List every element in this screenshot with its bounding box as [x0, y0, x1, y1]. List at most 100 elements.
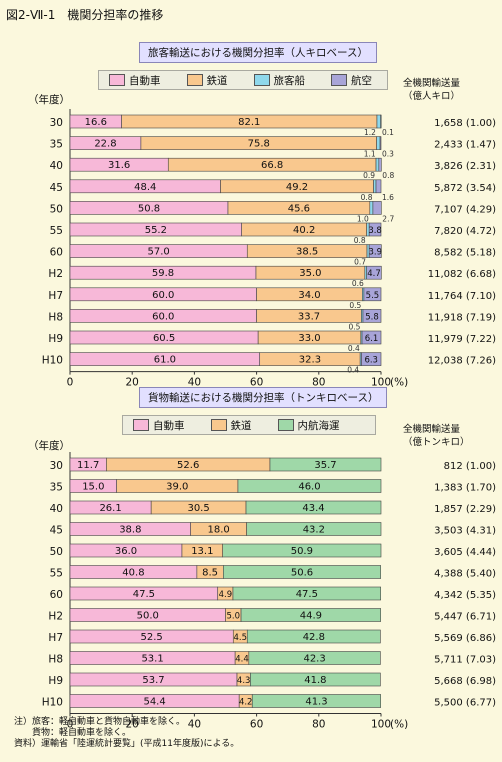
- data-label-car: 22.8: [94, 139, 116, 150]
- bar-coastal-shipping: [246, 522, 382, 536]
- data-label-car: 57.0: [148, 247, 170, 258]
- data-label-air: 0.1: [382, 128, 394, 137]
- data-label-passenger-ship: 0.9: [363, 171, 375, 180]
- legend-swatch: [109, 74, 125, 86]
- footnote-line: 貨物：軽自動車を除く。: [14, 728, 132, 738]
- data-label-air: 5.5: [366, 291, 380, 301]
- legend-item-air: 航空: [331, 73, 372, 88]
- category-label: 55: [50, 225, 63, 237]
- data-label-rail: 33.7: [298, 311, 320, 322]
- total-value: 1,857 (2.29): [434, 504, 496, 515]
- data-label-passenger-ship: 0.7: [354, 258, 366, 267]
- total-value: 4,388 (5.40): [434, 569, 496, 580]
- category-label: 45: [50, 182, 63, 194]
- bar-air: [362, 309, 382, 323]
- bar-coastal-shipping: [232, 586, 381, 601]
- data-label-car: 31.6: [108, 160, 130, 171]
- category-label: H7: [48, 290, 63, 302]
- freight-chart-title: 貨物輸送における機関分担率（トンキロベース）: [139, 387, 388, 408]
- x-tick-label: 100: [371, 377, 391, 389]
- data-label-air: 0.3: [382, 150, 394, 159]
- data-label-rail: 4.4: [235, 655, 249, 665]
- total-value: 11,082 (6.68): [428, 269, 496, 280]
- x-axis-unit: (%): [390, 377, 408, 389]
- category-label: 40: [50, 503, 63, 515]
- data-label-rail: 35.0: [299, 268, 321, 279]
- bar-coastal-shipping: [246, 629, 381, 644]
- data-label-coastal-shipping: 43.4: [302, 503, 324, 514]
- data-label-air: 3.9: [368, 248, 382, 258]
- legend-item-coastal-shipping: 内航海運: [277, 418, 340, 433]
- data-label-car: 16.6: [85, 117, 107, 128]
- category-label: H7: [48, 632, 63, 644]
- total-value: 11,918 (7.19): [428, 312, 496, 323]
- x-tick-label: 20: [126, 377, 139, 389]
- data-label-coastal-shipping: 41.3: [305, 697, 327, 708]
- data-label-air: 3.8: [368, 226, 382, 236]
- bar-passenger-ship: [369, 201, 374, 215]
- x-tick-label: 20: [126, 719, 139, 731]
- total-header: 全機関輸送量: [403, 77, 461, 89]
- data-label-rail: 45.6: [288, 203, 310, 214]
- category-label: 60: [50, 247, 63, 259]
- data-label-coastal-shipping: 41.8: [304, 675, 326, 686]
- category-label: 30: [50, 460, 63, 472]
- total-value: 5,711 (7.03): [434, 655, 496, 666]
- data-label-rail: 8.5: [202, 568, 218, 579]
- bar-air: [372, 201, 382, 215]
- category-label: 60: [50, 589, 63, 601]
- data-label-air: 6.3: [364, 356, 378, 366]
- total-header: 全機関輸送量: [403, 423, 461, 435]
- data-label-rail: 32.3: [299, 355, 321, 366]
- category-label: 35: [50, 139, 63, 151]
- category-label: H8: [48, 654, 63, 666]
- category-label: 40: [50, 160, 63, 172]
- category-label: 35: [50, 482, 63, 494]
- data-label-rail: 75.8: [248, 139, 270, 150]
- category-label: H9: [48, 675, 63, 687]
- data-label-car: 60.0: [152, 290, 174, 301]
- data-label-car: 59.8: [152, 268, 174, 279]
- data-label-car: 40.8: [122, 568, 144, 579]
- data-label-car: 61.0: [154, 355, 176, 366]
- data-label-rail: 4.2: [239, 698, 253, 708]
- data-label-passenger-ship: 1.2: [364, 128, 376, 137]
- x-tick-label: 40: [188, 377, 201, 389]
- total-value: 2,433 (1.47): [434, 140, 496, 151]
- bar-passenger-ship: [375, 157, 380, 172]
- data-label-car: 47.5: [133, 589, 155, 600]
- data-label-rail: 4.9: [219, 590, 233, 600]
- total-value: 12,038 (7.26): [428, 356, 496, 367]
- x-tick-label: 80: [312, 377, 325, 389]
- bar-air: [378, 157, 382, 172]
- legend-item-rail: 鉄道: [186, 73, 228, 88]
- data-label-car: 54.4: [143, 697, 165, 708]
- data-label-rail: 5.0: [227, 612, 241, 622]
- data-label-coastal-shipping: 50.9: [291, 546, 313, 557]
- legend-label: 旅客船: [273, 74, 306, 87]
- legend-label: 自動車: [153, 419, 185, 432]
- category-label: 55: [50, 568, 63, 580]
- total-value: 812 (1.00): [444, 461, 496, 472]
- data-label-air: 6.1: [365, 334, 379, 344]
- legend-swatch: [210, 419, 227, 431]
- legend-swatch: [186, 74, 203, 86]
- data-label-rail: 4.5: [234, 633, 248, 643]
- data-label-coastal-shipping: 46.0: [298, 482, 320, 493]
- footnotes: 注）旅客：軽自動車と貨物自動車を除く。 貨物：軽自動車を除く。 資料）運輸省「陸…: [14, 717, 239, 750]
- total-value: 8,582 (5.18): [434, 248, 496, 259]
- data-label-car: 11.7: [77, 460, 99, 471]
- bar-coastal-shipping: [269, 457, 382, 472]
- total-value: 7,107 (4.29): [434, 204, 496, 215]
- bar-coastal-shipping: [223, 565, 381, 579]
- data-label-air: 4.7: [367, 269, 381, 279]
- total-value: 3,605 (4.44): [434, 547, 496, 558]
- category-label: H9: [48, 333, 63, 345]
- x-tick-label: 80: [312, 719, 325, 731]
- footnote-line: 注）旅客：軽自動車と貨物自動車を除く。: [14, 717, 186, 727]
- bar-coastal-shipping: [250, 672, 381, 687]
- data-label-rail: 52.6: [177, 460, 199, 471]
- total-value: 4,342 (5.35): [434, 590, 496, 601]
- data-label-coastal-shipping: 42.3: [303, 654, 325, 665]
